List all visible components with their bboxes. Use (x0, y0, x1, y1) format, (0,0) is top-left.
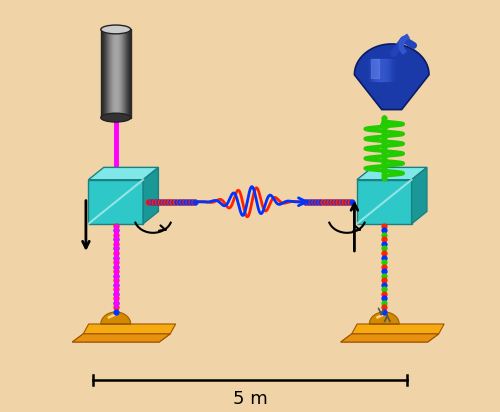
Polygon shape (340, 334, 438, 342)
Polygon shape (83, 324, 176, 334)
Polygon shape (72, 334, 170, 342)
Polygon shape (352, 324, 444, 334)
Polygon shape (412, 167, 427, 224)
Polygon shape (88, 167, 158, 180)
Polygon shape (340, 334, 438, 342)
Ellipse shape (101, 113, 130, 122)
Polygon shape (143, 167, 158, 224)
Polygon shape (370, 312, 399, 324)
Polygon shape (357, 180, 412, 224)
Polygon shape (357, 167, 427, 180)
Polygon shape (354, 44, 429, 110)
Polygon shape (72, 334, 170, 342)
Ellipse shape (101, 25, 130, 34)
Polygon shape (88, 180, 143, 224)
Polygon shape (101, 312, 130, 324)
Text: 5 m: 5 m (232, 390, 268, 408)
